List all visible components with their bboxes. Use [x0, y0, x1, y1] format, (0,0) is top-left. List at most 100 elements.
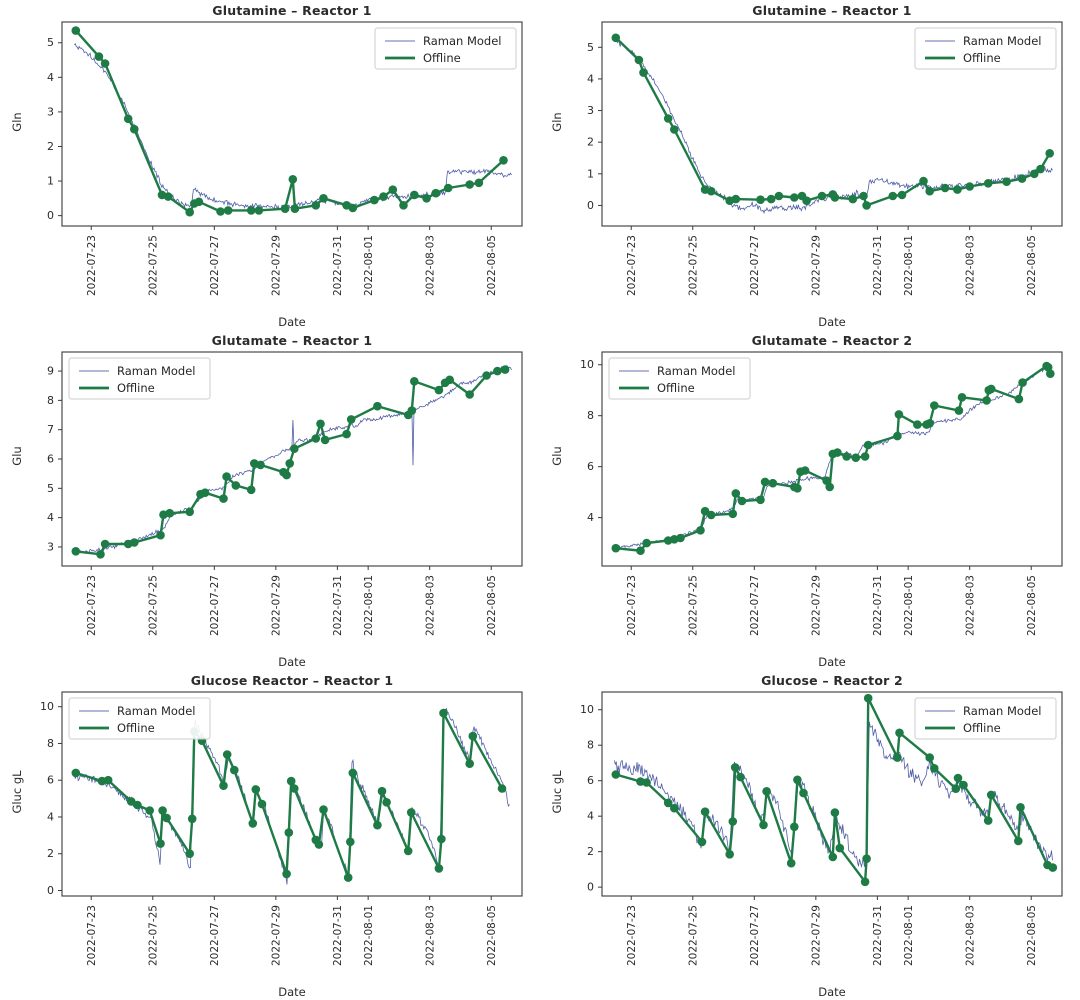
y-tick-label: 3	[587, 104, 594, 117]
legend: Raman Model Offline	[374, 27, 517, 70]
y-tick-label: 2	[47, 140, 54, 153]
x-tick-label: 2022-07-31	[872, 575, 884, 636]
x-tick-label: 2022-07-29	[811, 905, 823, 966]
x-tick-label: 2022-08-01	[363, 905, 375, 966]
legend-label-offline: Offline	[963, 51, 1001, 65]
x-tick-label: 2022-07-25	[148, 905, 160, 966]
y-tick-label: 3	[47, 105, 54, 118]
y-tick-label: 5	[47, 36, 54, 49]
x-tick-label: 2022-08-05	[486, 905, 498, 966]
x-tick-label: 2022-07-27	[749, 235, 761, 296]
y-tick-label: 1	[587, 167, 594, 180]
chart-glutamate-reactor1: Glutamate – Reactor 1 Glu 3 4 5 6 7 8 9 2022-07…	[0, 330, 540, 670]
x-axis-label: Date	[278, 655, 306, 669]
x-tick-label: 2022-07-27	[209, 575, 221, 636]
x-tick-label: 2022-07-31	[332, 575, 344, 636]
x-tick-label: 2022-07-29	[271, 575, 283, 636]
y-tick-label: 10	[580, 358, 594, 371]
x-axis-label: Date	[818, 315, 846, 329]
y-tick-label: 1	[47, 175, 54, 188]
y-tick-label: 9	[47, 365, 54, 378]
x-axis-label: Date	[818, 655, 846, 669]
x-tick-label: 2022-08-05	[1026, 235, 1038, 296]
offline-markers	[71, 708, 507, 882]
x-tick-label: 2022-07-31	[872, 905, 884, 966]
plot-spines	[601, 21, 1063, 227]
legend-label-raman: Raman Model	[423, 34, 502, 48]
x-tick-label: 2022-07-27	[749, 575, 761, 636]
y-tick-label: 0	[47, 209, 54, 222]
y-tick-label: 5	[47, 482, 54, 495]
legend-label-raman: Raman Model	[117, 364, 196, 378]
x-tick-label: 2022-08-01	[903, 235, 915, 296]
x-tick-label: 2022-08-01	[363, 235, 375, 296]
offline-line	[75, 711, 504, 879]
x-tick-label: 2022-08-03	[964, 235, 976, 296]
chart-canvas-glutamate-r2: 4 6 8 10 2022-07-23 2022-07-25 2022-07-27 2022-…	[580, 351, 1063, 636]
legend-label-offline: Offline	[657, 381, 695, 395]
chart-canvas-glutamate-r1: 3 4 5 6 7 8 9 2022-07-23 2022-07-25 2022-07-27 202…	[47, 351, 523, 636]
plot-spines	[601, 691, 1063, 897]
plot-spines	[61, 691, 523, 897]
axis-ticks: 0 2 4 6 8 10 2022-07-23 2022-07-25 2022-07-27 202…	[40, 700, 498, 966]
x-tick-label: 2022-08-01	[363, 575, 375, 636]
legend: Raman Model Offline	[914, 697, 1057, 740]
x-tick-label: 2022-07-25	[148, 235, 160, 296]
x-tick-label: 2022-07-25	[688, 905, 700, 966]
chart-glucose-reactor2: Glucose – Reactor 2 Gluc gL 0 2 4 6 8 10 2022-…	[540, 670, 1080, 1000]
plot-spines	[61, 351, 523, 567]
y-tick-label: 6	[47, 453, 54, 466]
y-tick-label: 0	[47, 884, 54, 897]
chart-canvas-glucose-r1: 0 2 4 6 8 10 2022-07-23 2022-07-25 2022-07-27 202…	[40, 691, 523, 966]
chart-canvas-glucose-r2: 0 2 4 6 8 10 2022-07-23 2022-07-25 2022-07-27 202…	[580, 691, 1063, 966]
legend-label-offline: Offline	[117, 721, 155, 735]
y-tick-label: 7	[47, 423, 54, 436]
y-tick-label: 2	[587, 845, 594, 858]
x-tick-label: 2022-07-23	[86, 905, 98, 966]
x-tick-label: 2022-08-01	[903, 905, 915, 966]
offline-markers	[611, 361, 1055, 555]
y-tick-label: 4	[587, 511, 594, 524]
x-tick-label: 2022-07-23	[626, 905, 638, 966]
y-tick-label: 10	[40, 700, 54, 713]
y-tick-label: 4	[587, 810, 594, 823]
chart-canvas-glutamine-r1-left: 0 1 2 3 4 5 2022-07-23 2022-07-25 2022-07-27 2022…	[47, 21, 523, 296]
x-tick-label: 2022-08-03	[964, 575, 976, 636]
chart-title: Glutamine – Reactor 1	[212, 3, 372, 18]
x-tick-label: 2022-07-29	[271, 905, 283, 966]
x-tick-label: 2022-07-23	[626, 575, 638, 636]
x-tick-label: 2022-07-27	[749, 905, 761, 966]
chart-title: Glutamine – Reactor 1	[752, 3, 912, 18]
raman-model-line	[74, 365, 512, 555]
y-tick-label: 4	[47, 511, 54, 524]
plot-spines	[61, 21, 523, 227]
chart-title: Glutamate – Reactor 2	[751, 333, 913, 348]
axis-ticks: 0 1 2 3 4 5 2022-07-23 2022-07-25 2022-07-27 2022…	[47, 36, 498, 296]
y-tick-label: 4	[587, 72, 594, 85]
x-axis-label: Date	[818, 985, 846, 999]
y-tick-label: 8	[47, 737, 54, 750]
x-tick-label: 2022-07-25	[148, 575, 160, 636]
x-tick-label: 2022-07-23	[86, 575, 98, 636]
chart-title: Glucose Reactor – Reactor 1	[190, 673, 394, 688]
y-tick-label: 4	[47, 810, 54, 823]
x-tick-label: 2022-07-25	[688, 235, 700, 296]
x-tick-label: 2022-07-25	[688, 575, 700, 636]
legend: Raman Model Offline	[68, 357, 211, 400]
axis-ticks: 0 2 4 6 8 10 2022-07-23 2022-07-25 2022-07-27 202…	[580, 703, 1038, 966]
legend-label-raman: Raman Model	[117, 704, 196, 718]
x-tick-label: 2022-07-23	[86, 235, 98, 296]
x-tick-label: 2022-08-01	[903, 575, 915, 636]
x-tick-label: 2022-08-05	[1026, 905, 1038, 966]
y-tick-label: 0	[587, 199, 594, 212]
x-tick-label: 2022-07-29	[811, 575, 823, 636]
x-tick-label: 2022-07-29	[811, 235, 823, 296]
x-tick-label: 2022-07-29	[271, 235, 283, 296]
x-tick-label: 2022-08-03	[964, 905, 976, 966]
x-tick-label: 2022-07-31	[872, 235, 884, 296]
chart-glutamine-reactor1-right: Glutamine – Reactor 1 Gln 0 1 2 3 4 5 2022-07-…	[540, 0, 1080, 330]
axis-ticks: 4 6 8 10 2022-07-23 2022-07-25 2022-07-27 2022-…	[580, 358, 1038, 636]
offline-markers	[611, 33, 1054, 210]
